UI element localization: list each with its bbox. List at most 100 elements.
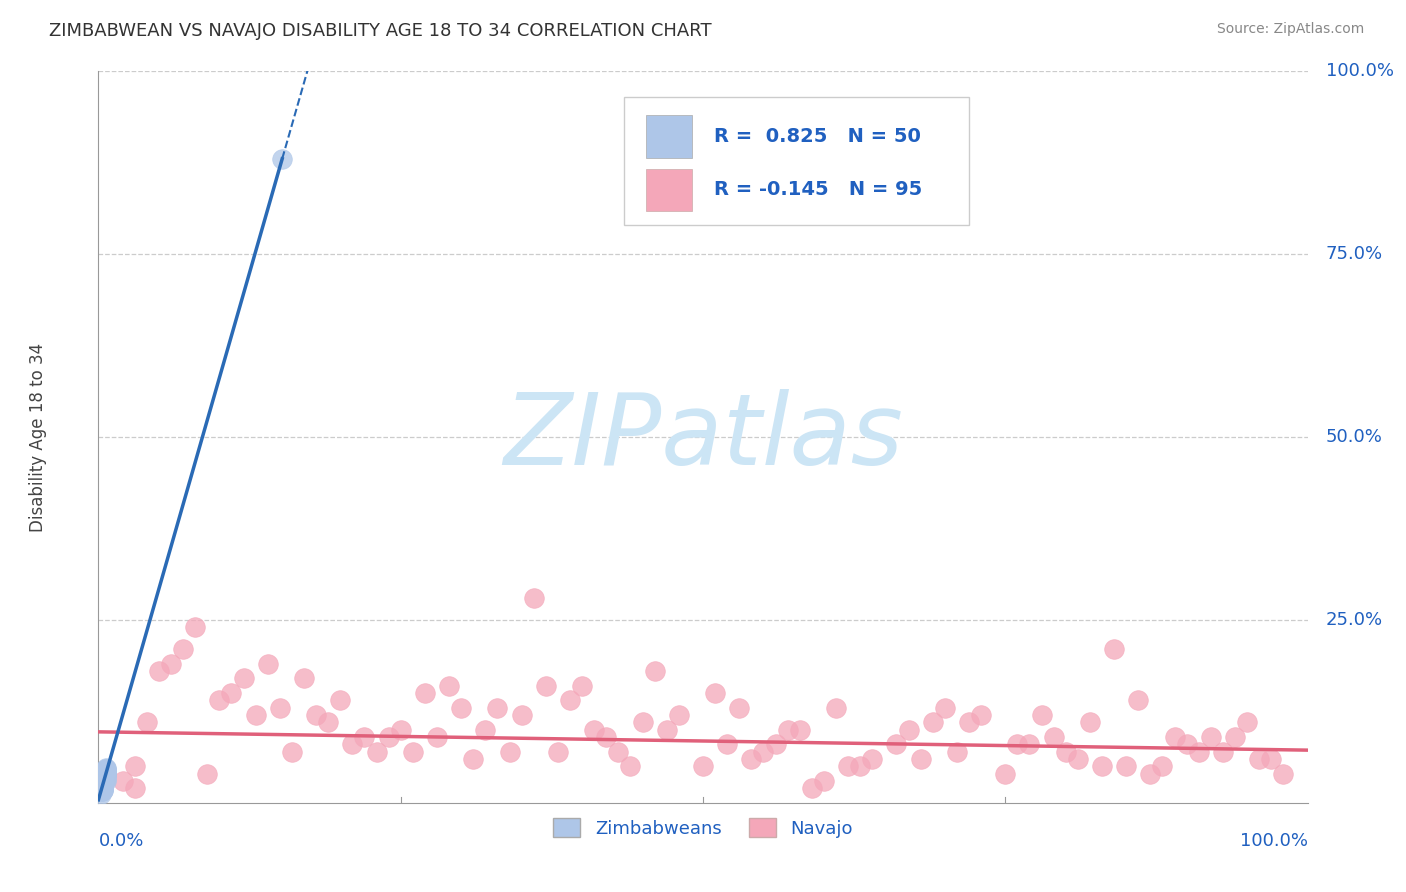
Point — [305, 708, 328, 723]
Point — [91, 781, 114, 796]
Point — [934, 700, 956, 714]
Point — [148, 664, 170, 678]
Point — [91, 782, 114, 797]
Point — [389, 723, 412, 737]
Legend: Zimbabweans, Navajo: Zimbabweans, Navajo — [546, 811, 860, 845]
Point — [1007, 737, 1029, 751]
Point — [607, 745, 630, 759]
Point — [91, 780, 114, 794]
Point — [94, 773, 117, 788]
Point — [523, 591, 546, 605]
Bar — [647, 115, 692, 158]
Point — [93, 765, 115, 780]
Point — [271, 152, 294, 166]
Point — [91, 784, 114, 798]
Text: 25.0%: 25.0% — [1326, 611, 1384, 629]
Point — [208, 693, 231, 707]
Point — [1018, 737, 1040, 751]
Point — [124, 781, 146, 796]
Point — [93, 771, 115, 785]
Point — [571, 679, 593, 693]
Point — [93, 765, 115, 780]
Point — [94, 762, 117, 776]
Point — [221, 686, 243, 700]
Point — [93, 772, 115, 787]
Point — [91, 780, 114, 794]
Point — [910, 752, 932, 766]
Point — [91, 781, 114, 796]
Point — [595, 730, 617, 744]
Point — [426, 730, 449, 744]
Point — [1067, 752, 1090, 766]
Point — [91, 780, 114, 794]
Point — [91, 782, 114, 797]
Point — [93, 766, 115, 780]
Point — [353, 730, 375, 744]
Text: ZIMBABWEAN VS NAVAJO DISABILITY AGE 18 TO 34 CORRELATION CHART: ZIMBABWEAN VS NAVAJO DISABILITY AGE 18 T… — [49, 22, 711, 40]
Point — [413, 686, 436, 700]
Point — [534, 679, 557, 693]
Point — [292, 672, 315, 686]
Point — [91, 777, 114, 791]
Text: R = -0.145   N = 95: R = -0.145 N = 95 — [714, 180, 922, 199]
Point — [91, 781, 114, 796]
Text: 75.0%: 75.0% — [1326, 245, 1384, 263]
Point — [93, 771, 115, 785]
Point — [860, 752, 883, 766]
Point — [921, 715, 943, 730]
Point — [1078, 715, 1101, 730]
Point — [135, 715, 157, 730]
Point — [1102, 642, 1125, 657]
Point — [93, 768, 115, 782]
Point — [281, 745, 304, 759]
Point — [1260, 752, 1282, 766]
Point — [93, 772, 115, 787]
Point — [825, 700, 848, 714]
Point — [366, 745, 388, 759]
Point — [1152, 759, 1174, 773]
Point — [91, 780, 114, 794]
Text: 50.0%: 50.0% — [1326, 428, 1382, 446]
Point — [644, 664, 666, 678]
Point — [1054, 745, 1077, 759]
Point — [93, 773, 115, 788]
Point — [94, 765, 117, 780]
Point — [704, 686, 727, 700]
Text: 0.0%: 0.0% — [98, 832, 143, 850]
Point — [91, 782, 114, 797]
Point — [91, 778, 114, 792]
Point — [849, 759, 872, 773]
Point — [195, 766, 218, 780]
Point — [91, 777, 114, 791]
Point — [957, 715, 980, 730]
Point — [970, 708, 993, 723]
Point — [631, 715, 654, 730]
Point — [111, 773, 134, 788]
Point — [94, 764, 117, 778]
Point — [1091, 759, 1114, 773]
Point — [558, 693, 581, 707]
Point — [245, 708, 267, 723]
Point — [1249, 752, 1271, 766]
Point — [547, 745, 569, 759]
Point — [1199, 730, 1222, 744]
Point — [232, 672, 254, 686]
Point — [583, 723, 606, 737]
Point — [91, 784, 114, 798]
Text: Disability Age 18 to 34: Disability Age 18 to 34 — [30, 343, 46, 532]
Point — [813, 773, 835, 788]
Point — [184, 620, 207, 634]
Point — [91, 770, 114, 784]
Point — [1188, 745, 1211, 759]
Point — [91, 784, 114, 798]
Text: ZIPatlas: ZIPatlas — [503, 389, 903, 485]
Point — [437, 679, 460, 693]
Point — [94, 768, 117, 782]
Point — [94, 764, 117, 778]
Point — [94, 762, 117, 776]
Point — [91, 782, 114, 797]
Point — [692, 759, 714, 773]
Point — [776, 723, 799, 737]
Text: 100.0%: 100.0% — [1240, 832, 1308, 850]
Point — [1236, 715, 1258, 730]
